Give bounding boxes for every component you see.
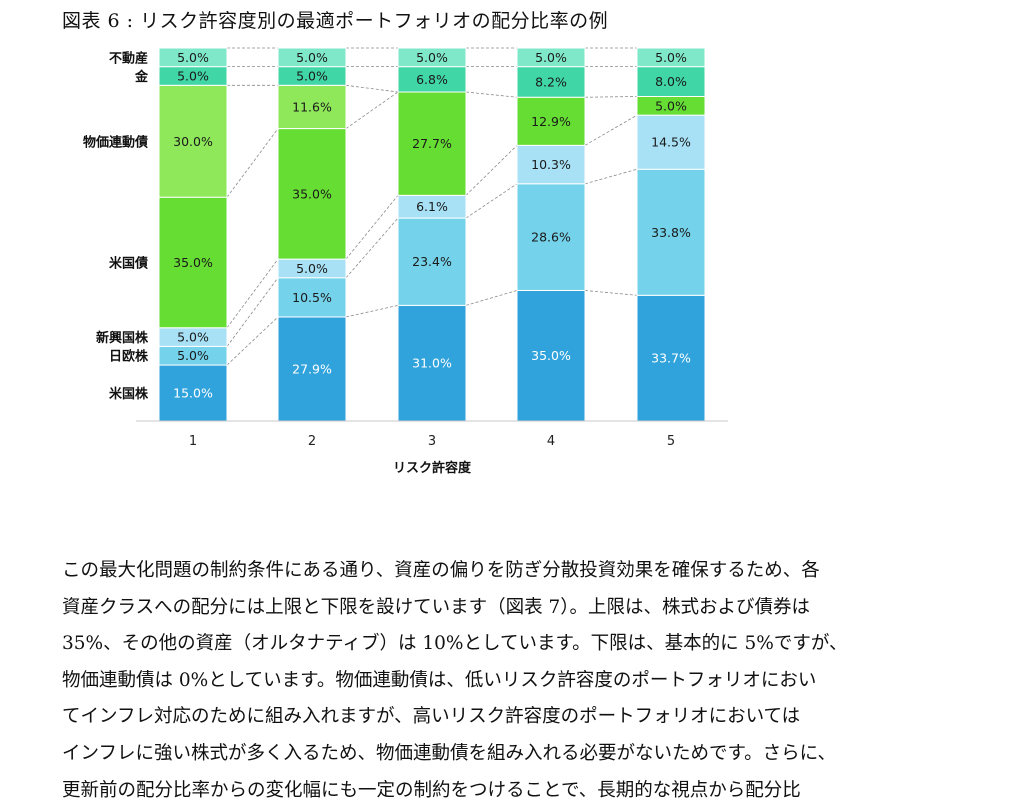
data-label: 31.0%	[412, 356, 452, 371]
bar-segment	[158, 84, 228, 198]
data-label: 35.0%	[292, 186, 332, 201]
data-label: 5.0%	[416, 50, 448, 65]
body-line: インフレに強い株式が多く入るため、物価連動債を組み入れる必要がないためです。さら…	[62, 742, 837, 764]
data-label: 8.0%	[655, 74, 687, 89]
data-label: 5.0%	[535, 50, 567, 65]
data-label: 5.0%	[177, 348, 209, 363]
connector-line	[465, 91, 518, 98]
x-tick-label: 1	[189, 434, 197, 449]
connector-line	[345, 304, 399, 318]
body-paragraph: この最大化問題の制約条件にある通り、資産の偏りを防ぎ分散投資効果を確保するため、…	[62, 553, 942, 809]
bar-segment	[397, 217, 467, 306]
data-label: 15.0%	[173, 386, 213, 401]
bar-segment	[636, 294, 706, 422]
bar-segment	[636, 47, 706, 68]
body-line: 物価連動債は 0%としています。物価連動債は、低いリスク許容度のポートフォリオに…	[62, 669, 817, 691]
body-line: 更新前の配分比率からの変化幅にも一定の制約をつけることで、長期的な視点から配分比	[62, 779, 801, 801]
bar-segment	[158, 196, 228, 329]
body-line: 資産クラスへの配分には上限と下限を設けています（図表 7）。上限は、株式および債…	[62, 596, 811, 618]
data-label: 8.2%	[535, 74, 567, 89]
connector-line	[226, 128, 279, 198]
data-label: 5.0%	[296, 50, 328, 65]
data-label: 11.6%	[292, 99, 332, 114]
connector-line	[226, 316, 279, 366]
bar-segment	[397, 91, 467, 196]
x-tick-label: 4	[547, 434, 555, 449]
series-label: 日欧株	[109, 349, 149, 365]
connector-line	[584, 168, 638, 185]
connector-line	[226, 277, 279, 347]
connector-line	[465, 145, 518, 196]
bar-segment	[516, 183, 586, 291]
data-label: 23.4%	[412, 254, 452, 269]
bar-segment	[636, 66, 706, 97]
series-label: 金	[134, 69, 149, 85]
x-tick-label: 5	[667, 434, 675, 449]
data-label: 5.0%	[296, 68, 328, 83]
data-label: 5.0%	[655, 98, 687, 113]
data-label: 27.7%	[412, 136, 452, 151]
figure-title: 図表 6 : リスク許容度別の最適ポートフォリオの配分比率の例	[62, 10, 609, 32]
series-label: 新興国株	[96, 330, 149, 346]
body-line: この最大化問題の制約条件にある通り、資産の偏りを防ぎ分散投資効果を確保するため、…	[62, 560, 820, 581]
bar-segment	[397, 304, 467, 422]
series-label: 米国債	[109, 255, 148, 271]
data-label: 30.0%	[173, 134, 213, 149]
data-label: 35.0%	[531, 348, 571, 363]
data-label: 10.3%	[531, 157, 571, 172]
connector-line	[465, 183, 518, 219]
data-label: 33.7%	[651, 351, 691, 366]
bar-segment	[277, 128, 347, 260]
data-label: 5.0%	[177, 50, 209, 65]
x-tick-label: 3	[428, 434, 436, 449]
bar-segment	[277, 47, 347, 68]
series-label: 不動産	[109, 50, 148, 66]
bar-segment	[277, 84, 347, 130]
bar-segment	[397, 47, 467, 68]
bar-segment	[516, 289, 586, 422]
stacked-bar-chart: 15.0%5.0%5.0%35.0%30.0%5.0%5.0%27.9%10.5…	[83, 47, 728, 476]
data-label: 6.1%	[416, 199, 448, 214]
connector-line	[584, 96, 638, 98]
bar-segment	[397, 66, 467, 93]
bar-segment	[636, 114, 706, 170]
data-label: 35.0%	[173, 255, 213, 270]
x-axis-title: リスク許容度	[393, 460, 472, 476]
data-label: 6.8%	[416, 72, 448, 87]
connector-line	[584, 290, 638, 296]
connector-line	[345, 217, 399, 279]
connector-line	[345, 195, 399, 260]
bar-segment	[516, 47, 586, 68]
data-label: 14.5%	[651, 135, 691, 150]
data-label: 5.0%	[655, 50, 687, 65]
data-label: 33.8%	[651, 225, 691, 240]
bar-segment	[277, 316, 347, 422]
data-label: 28.6%	[531, 230, 571, 245]
data-label: 5.0%	[177, 68, 209, 83]
bar-segment	[158, 47, 228, 68]
body-line: てインフレ対応のために組み入れますが、高いリスク許容度のポートフォリオにおいては	[62, 706, 801, 728]
series-label: 物価連動債	[83, 134, 148, 150]
bar-segment	[277, 277, 347, 318]
bar-segment	[516, 144, 586, 185]
bar-segment	[516, 96, 586, 146]
connector-line	[345, 91, 399, 129]
data-label: 5.0%	[296, 261, 328, 276]
data-label: 5.0%	[177, 330, 209, 345]
data-label: 27.9%	[292, 361, 332, 376]
connector-line	[345, 84, 399, 93]
series-label: 米国株	[109, 386, 149, 402]
data-label: 10.5%	[292, 290, 332, 305]
bar-segment	[636, 168, 706, 296]
connector-line	[465, 290, 518, 306]
connector-line	[226, 258, 279, 328]
x-tick-label: 2	[308, 434, 316, 449]
data-label: 12.9%	[531, 114, 571, 129]
body-line: 35%、その他の資産（オルタナティブ）は 10%としています。下限は、基本的に …	[62, 633, 848, 655]
connector-line	[584, 114, 638, 146]
